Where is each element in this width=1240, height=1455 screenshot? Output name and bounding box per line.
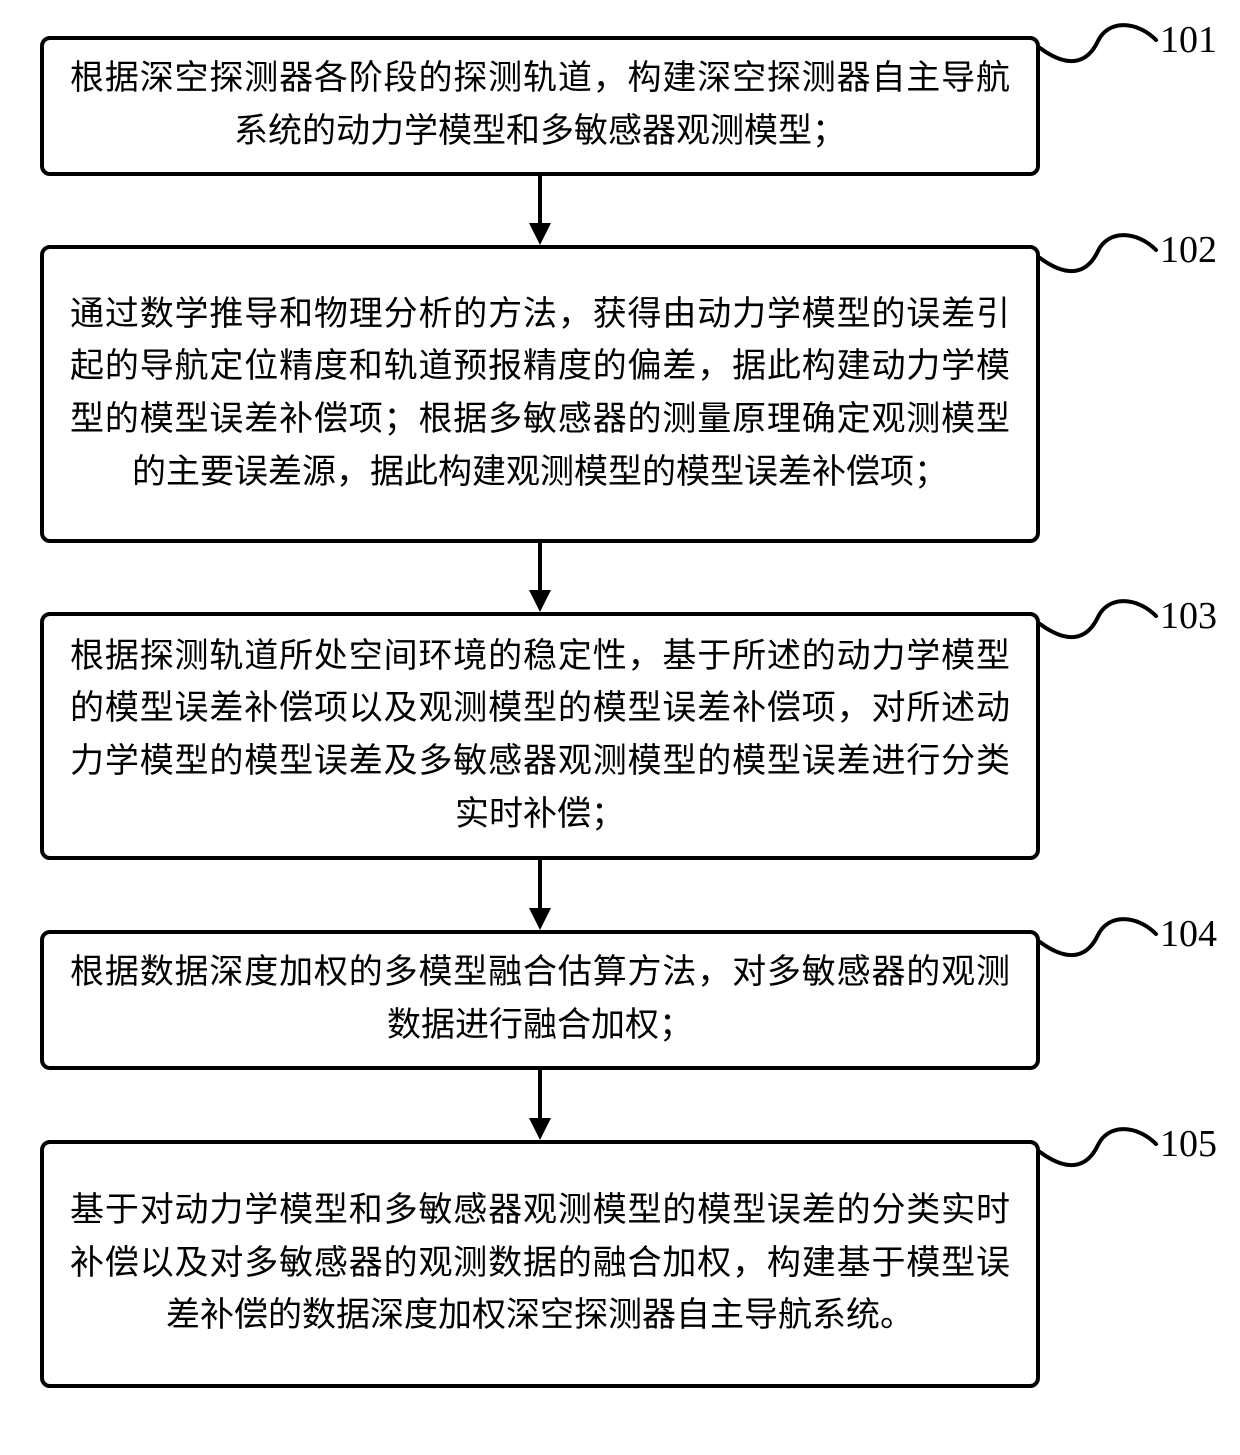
step-box-104: 根据数据深度加权的多模型融合估算方法，对多敏感器的观测数据进行融合加权； bbox=[40, 930, 1040, 1070]
step-text: 根据探测轨道所处空间环境的稳定性，基于所述的动力学模型的模型误差补偿项以及观测模… bbox=[70, 631, 1010, 842]
swoosh-connector-102 bbox=[1020, 200, 1176, 300]
step-text: 基于对动力学模型和多敏感器观测模型的模型误差的分类实时补偿以及对多敏感器的观测数… bbox=[70, 1185, 1010, 1343]
swoosh-connector-103 bbox=[1020, 566, 1176, 666]
step-text: 根据深空探测器各阶段的探测轨道，构建深空探测器自主导航系统的动力学模型和多敏感器… bbox=[70, 53, 1010, 158]
swoosh-connector-105 bbox=[1020, 1094, 1176, 1194]
step-box-105: 基于对动力学模型和多敏感器观测模型的模型误差的分类实时补偿以及对多敏感器的观测数… bbox=[40, 1140, 1040, 1388]
step-box-101: 根据深空探测器各阶段的探测轨道，构建深空探测器自主导航系统的动力学模型和多敏感器… bbox=[40, 36, 1040, 176]
step-text: 根据数据深度加权的多模型融合估算方法，对多敏感器的观测数据进行融合加权； bbox=[70, 947, 1010, 1052]
step-box-103: 根据探测轨道所处空间环境的稳定性，基于所述的动力学模型的模型误差补偿项以及观测模… bbox=[40, 612, 1040, 860]
step-text: 通过数学推导和物理分析的方法，获得由动力学模型的误差引起的导航定位精度和轨道预报… bbox=[70, 289, 1010, 500]
flowchart-canvas: 根据深空探测器各阶段的探测轨道，构建深空探测器自主导航系统的动力学模型和多敏感器… bbox=[0, 0, 1240, 1455]
flow-arrow-3 bbox=[510, 860, 570, 930]
swoosh-connector-104 bbox=[1020, 884, 1176, 984]
step-box-102: 通过数学推导和物理分析的方法，获得由动力学模型的误差引起的导航定位精度和轨道预报… bbox=[40, 245, 1040, 543]
swoosh-connector-101 bbox=[1020, 0, 1176, 90]
flow-arrow-1 bbox=[510, 176, 570, 245]
flow-arrow-4 bbox=[510, 1070, 570, 1140]
flow-arrow-2 bbox=[510, 543, 570, 612]
